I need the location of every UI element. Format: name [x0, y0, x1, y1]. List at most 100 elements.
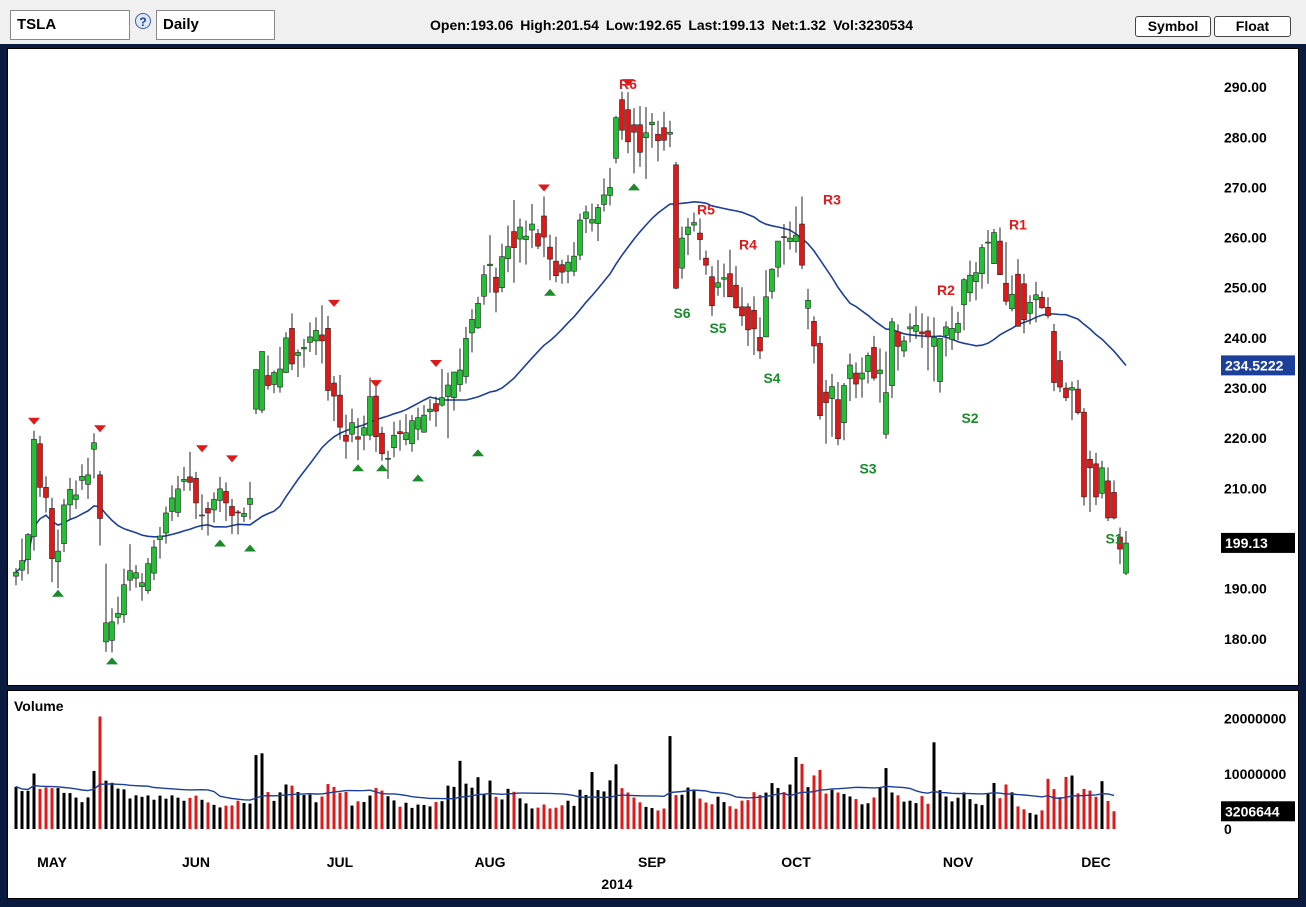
candle-body: [145, 563, 151, 592]
candle-body: [121, 584, 127, 616]
volume-tick-label: 0: [1224, 821, 1232, 837]
volume-bar: [644, 806, 648, 829]
volume-bar: [794, 756, 798, 829]
volume-bar: [200, 799, 204, 829]
candle-body: [1039, 296, 1045, 309]
volume-bar: [896, 795, 900, 829]
candle-body: [769, 268, 775, 292]
pivot-low-marker: [214, 539, 226, 547]
volume-bar: [554, 807, 558, 829]
candle-body: [643, 132, 649, 139]
volume-chart-panel[interactable]: Volume 20000000 10000000 0 3206644 MAY JUN JUL A…: [7, 690, 1299, 899]
candle-body: [343, 434, 349, 442]
month-label: MAY: [37, 854, 67, 870]
candle-body: [301, 347, 307, 350]
candle-body: [385, 457, 391, 460]
candle-body: [949, 328, 955, 340]
candle-body: [829, 386, 835, 399]
volume-bar: [308, 794, 312, 829]
candle: [1093, 452, 1099, 505]
interval-select[interactable]: Daily: [156, 10, 275, 40]
candle-body: [775, 240, 781, 268]
volume-bar: [326, 784, 330, 829]
candle-body: [97, 474, 103, 519]
candle-body: [691, 222, 697, 226]
volume-bar: [548, 808, 552, 829]
candle: [1075, 380, 1081, 415]
symbol-button[interactable]: Symbol: [1135, 16, 1211, 37]
volume-bar: [776, 788, 780, 829]
volume-bar: [1082, 788, 1086, 829]
candle: [169, 485, 175, 521]
volume-bar: [284, 784, 288, 829]
volume-chart[interactable]: Volume 20000000 10000000 0 3206644 MAY JUN JUL A…: [8, 691, 1298, 898]
candle-body: [1069, 387, 1075, 391]
candle: [451, 371, 457, 411]
volume-bar: [170, 795, 174, 829]
candle-body: [421, 414, 427, 433]
candle-body: [277, 368, 283, 388]
help-icon[interactable]: ?: [135, 13, 151, 29]
candle-body: [31, 438, 37, 537]
volume-bar: [1076, 793, 1080, 829]
volume-bar: [734, 808, 738, 829]
volume-bar: [356, 801, 360, 829]
candle-body: [127, 570, 133, 581]
candle: [391, 421, 397, 458]
volume-bar: [926, 803, 930, 829]
candle-body: [1051, 331, 1057, 383]
volume-bar: [1046, 778, 1050, 829]
candle: [757, 317, 763, 359]
candle: [139, 573, 145, 601]
candle-body: [841, 385, 847, 423]
price-tick-label: 260.00: [1224, 230, 1267, 246]
float-button[interactable]: Float: [1214, 16, 1291, 37]
candle-body: [151, 546, 157, 574]
candle-body: [847, 364, 853, 379]
candle: [61, 498, 67, 553]
pivot-high-marker: [430, 360, 442, 368]
candle-body: [547, 246, 553, 260]
candle: [43, 476, 49, 513]
volume-bar: [404, 802, 408, 829]
candle: [1045, 297, 1051, 319]
price-chart[interactable]: 290.00 280.00 270.00 260.00 250.00 240.00 230.…: [8, 49, 1298, 685]
volume-bar: [518, 798, 522, 829]
volume-bar: [194, 795, 198, 829]
candle: [925, 316, 931, 371]
volume-last-badge-bg: [1221, 801, 1295, 822]
quote-last: Last:199.13: [688, 17, 765, 33]
candle-body: [331, 382, 337, 397]
quote-low: Low:192.65: [605, 17, 682, 33]
candle: [79, 464, 85, 490]
volume-bar: [242, 803, 246, 829]
candle-body: [115, 612, 121, 618]
candle-body: [943, 326, 949, 336]
candle: [1087, 450, 1093, 512]
volume-bar: [770, 783, 774, 829]
volume-bar: [206, 802, 210, 829]
volume-bar: [500, 799, 504, 829]
candle-body: [517, 226, 523, 240]
candle-body: [805, 299, 811, 309]
candle-body: [397, 431, 403, 435]
candle-body: [811, 321, 817, 347]
candle: [1111, 480, 1117, 520]
candle: [1003, 242, 1009, 306]
volume-bar: [14, 786, 18, 829]
candle: [805, 288, 811, 330]
candle: [313, 317, 319, 355]
price-chart-panel[interactable]: 290.00 280.00 270.00 260.00 250.00 240.00 230.…: [7, 48, 1299, 686]
volume-bar: [854, 799, 858, 829]
volume-bar: [68, 793, 72, 829]
candle: [361, 415, 367, 451]
candle-body: [463, 338, 469, 377]
symbol-input[interactable]: TSLA: [10, 10, 130, 40]
volume-bar: [92, 770, 96, 829]
candle-body: [271, 372, 277, 385]
volume-bar: [290, 785, 294, 829]
candle-body: [1033, 294, 1039, 301]
volume-bar: [1088, 790, 1092, 829]
volume-bar: [830, 789, 834, 829]
volume-bar: [212, 804, 216, 829]
